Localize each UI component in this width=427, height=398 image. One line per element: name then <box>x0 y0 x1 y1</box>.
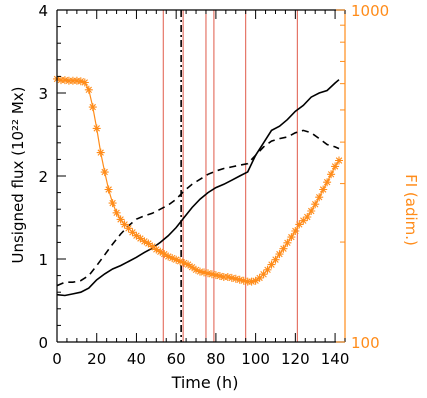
fi-asterisk-point <box>235 275 244 284</box>
x-tick-label: 20 <box>87 350 106 368</box>
fi-asterisk-point <box>196 267 204 276</box>
fi-asterisk-point <box>275 250 284 259</box>
fi-asterisk-point <box>319 185 328 194</box>
y-right-tick-label: 100 <box>351 334 380 352</box>
fi-asterisk-point <box>160 250 169 259</box>
x-tick-label: 120 <box>281 350 310 368</box>
fi-asterisk-point <box>331 162 340 171</box>
fi-asterisk-point <box>287 233 296 242</box>
x-tick-label: 140 <box>321 350 350 368</box>
y-left-tick-label: 1 <box>38 251 48 269</box>
fi-asterisk-point <box>211 271 220 280</box>
tick-marks <box>56 9 346 343</box>
fi-asterisk-point <box>104 185 113 194</box>
axes <box>56 9 346 343</box>
vertical-marker-lines <box>162 10 298 342</box>
fi-asterisk-point <box>100 168 109 177</box>
fi-asterisk-point <box>247 277 256 286</box>
fi-asterisk-point <box>96 148 105 157</box>
fi-asterisk-point <box>307 207 316 215</box>
y-left-tick-label: 0 <box>38 334 48 352</box>
fi-asterisk-point <box>263 265 272 274</box>
fi-asterisk-point <box>164 252 173 261</box>
flux-series <box>56 79 340 297</box>
fi-asterisk-point <box>231 274 240 283</box>
fi-asterisk-point <box>323 178 332 187</box>
x-tick-label: 100 <box>241 350 270 368</box>
fi-asterisk-point <box>144 239 153 248</box>
fi-asterisk-point <box>136 234 145 243</box>
fi-asterisk-point <box>76 77 85 86</box>
x-tick-label: 60 <box>167 350 186 368</box>
fi-asterisk-point <box>239 276 248 285</box>
x-tick-label: 0 <box>52 350 62 368</box>
fi-asterisk-point <box>60 76 69 85</box>
fi-asterisk-point <box>279 244 288 253</box>
fi-asterisk-point <box>315 193 324 202</box>
flux-solid-line <box>56 79 340 297</box>
fi-asterisk-point <box>188 263 197 272</box>
y-axis-label-right: FI (adim.) <box>402 174 420 246</box>
fi-asterisk-point <box>299 216 308 225</box>
fi-asterisk-point <box>295 220 304 229</box>
y-left-tick-label: 4 <box>38 2 48 20</box>
fi-asterisk-point <box>311 200 320 209</box>
fi-asterisk-point <box>180 259 189 267</box>
fi-asterisk-point <box>192 265 200 274</box>
fi-asterisk-point <box>303 213 312 221</box>
fi-asterisk-point <box>283 238 292 247</box>
x-tick-label: 40 <box>127 350 146 368</box>
fi-asterisk-point <box>291 227 300 235</box>
fi-asterisk-point <box>207 270 216 279</box>
fi-asterisk-point <box>251 276 260 285</box>
y-right-tick-label: 1000 <box>351 2 389 20</box>
fi-asterisk-point <box>200 268 208 277</box>
fi-asterisk-point <box>120 220 129 229</box>
fi-asterisk-point <box>335 156 343 165</box>
fi-asterisk-point <box>124 224 133 233</box>
x-tick-label: 80 <box>206 350 225 368</box>
fi-asterisk-point <box>152 245 161 254</box>
fi-asterisk-point <box>176 257 185 266</box>
fi-asterisk-point <box>223 273 232 281</box>
fi-asterisk-point <box>255 273 264 282</box>
fi-asterisk-point <box>148 242 157 251</box>
fi-asterisk-point <box>215 272 224 280</box>
fi-asterisk-point <box>108 199 117 208</box>
y-left-tick-label: 3 <box>38 85 48 103</box>
fi-asterisk-point <box>128 228 137 237</box>
fi-asterisk-point <box>92 124 101 133</box>
fi-asterisk-point <box>140 237 149 246</box>
y-left-tick-label: 2 <box>38 168 48 186</box>
fi-asterisk-point <box>80 78 89 87</box>
fi-asterisk-point <box>116 215 125 224</box>
x-axis-label: Time (h) <box>171 373 239 392</box>
fi-asterisk-point <box>271 255 280 264</box>
y-axis-label-left: Unsigned flux (10²² Mx) <box>9 86 27 263</box>
fi-asterisk-point <box>88 103 97 112</box>
fi-asterisk-point <box>132 231 141 240</box>
fi-asterisk-point <box>327 170 336 179</box>
fi-asterisk-point <box>204 269 212 278</box>
fi-asterisk-point <box>227 273 236 282</box>
fi-asterisk-point <box>172 255 181 264</box>
fi-asterisk-point <box>84 85 93 94</box>
fi-asterisk-point <box>156 247 165 256</box>
fi-asterisk-point <box>259 270 268 279</box>
fi-asterisk-point <box>168 254 177 263</box>
fi-asterisk-point <box>184 260 193 269</box>
fi-asterisk-point <box>112 208 121 217</box>
fi-asterisk-point <box>267 260 276 269</box>
tick-labels: 0 20 40 60 80 100 120 140 0 1 2 3 4 100 1000 <box>38 2 389 368</box>
flux-dashed-line <box>56 129 340 287</box>
